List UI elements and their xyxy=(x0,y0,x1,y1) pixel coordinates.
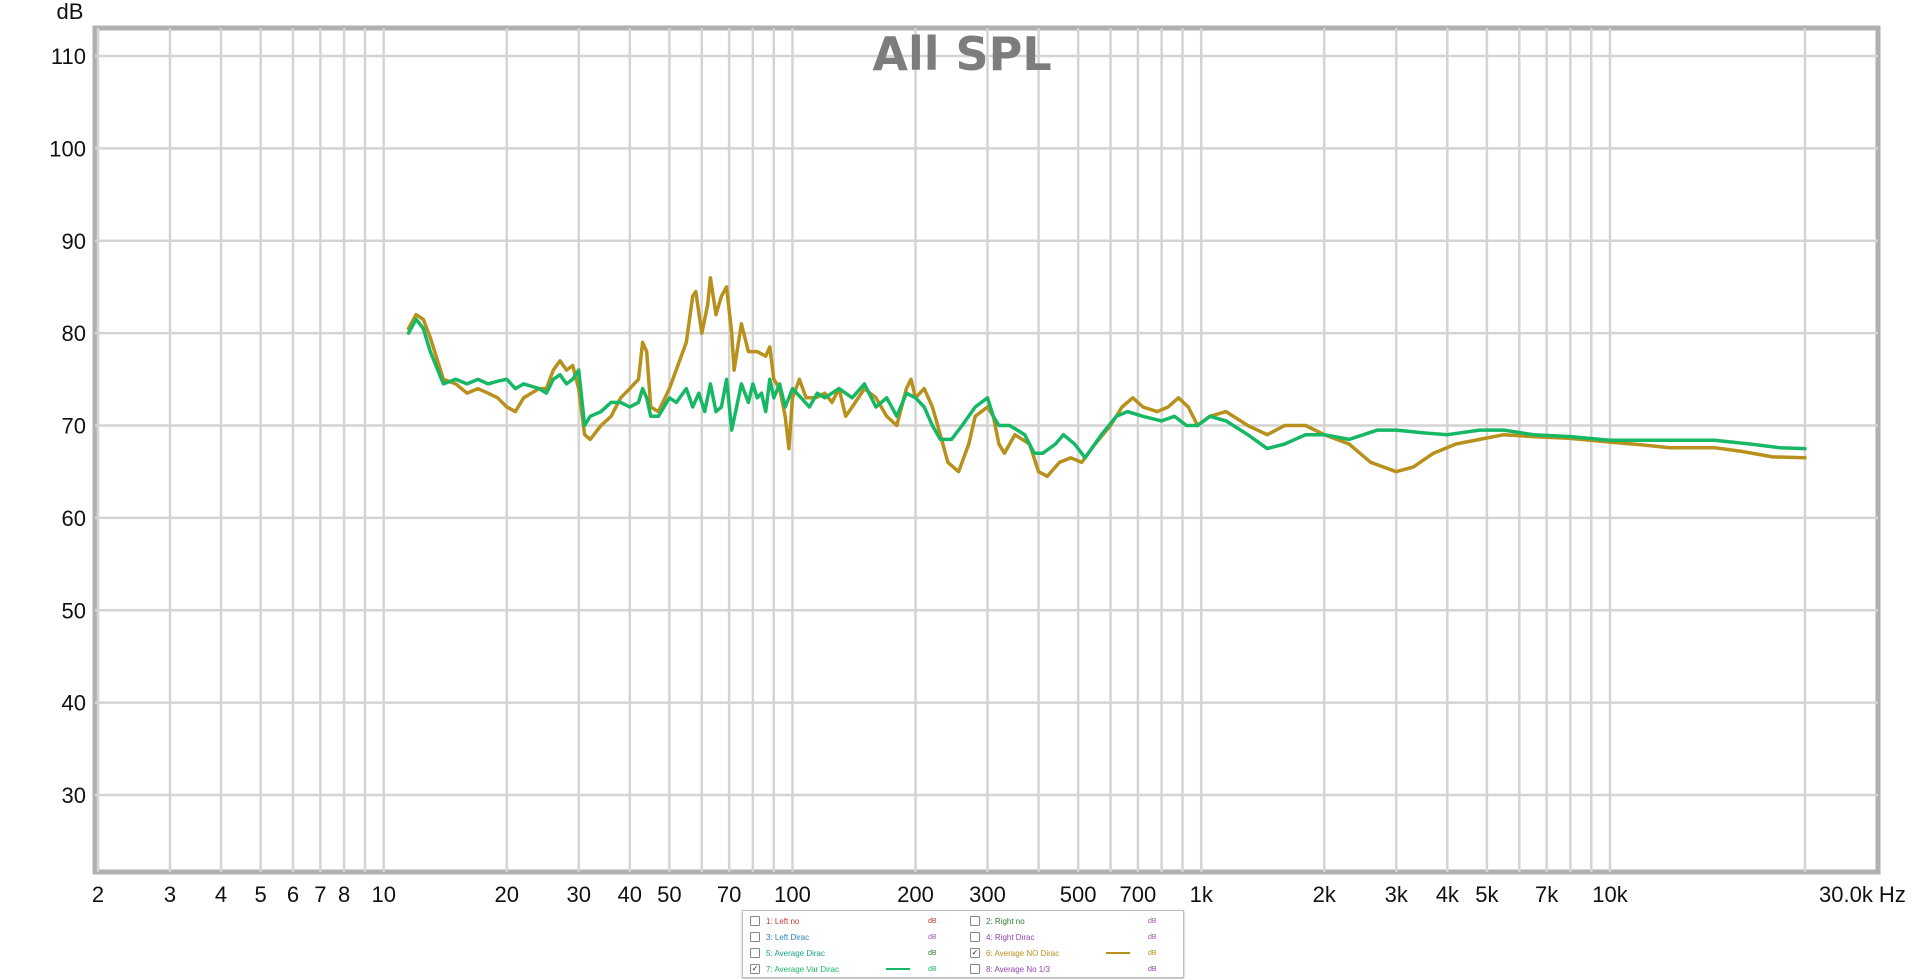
legend-checkbox[interactable] xyxy=(750,932,760,942)
legend-label: 3: Left Dirac xyxy=(766,932,810,942)
y-tick-label: 40 xyxy=(62,691,86,716)
x-tick-label: 10k xyxy=(1592,882,1628,907)
series-line-2 xyxy=(406,317,1807,460)
legend-item: 8: Average No 1/3 dB xyxy=(970,962,1157,976)
legend-unit: dB xyxy=(928,917,937,925)
legend-unit: dB xyxy=(928,965,937,973)
x-tick-label: 10 xyxy=(371,882,395,907)
legend-checkbox[interactable] xyxy=(970,932,980,942)
y-tick-label: 110 xyxy=(51,44,86,69)
legend-item: 4: Right Dirac dB xyxy=(970,930,1157,944)
x-tick-label: 70 xyxy=(717,882,741,907)
legend-checkbox[interactable] xyxy=(750,948,760,958)
legend-item: 2: Right no dB xyxy=(970,914,1157,928)
legend-swatch xyxy=(1106,952,1130,954)
y-tick-label: 70 xyxy=(62,414,86,439)
legend-label: 5: Average Dirac xyxy=(766,948,825,958)
y-tick-label: 80 xyxy=(62,321,86,346)
legend-item: 5: Average Dirac dB xyxy=(750,946,937,960)
legend-checkbox-checked[interactable]: ✓ xyxy=(970,948,980,958)
legend-unit: dB xyxy=(1148,949,1157,957)
legend-swatch xyxy=(886,920,910,922)
legend-swatch xyxy=(1106,968,1130,970)
x-tick-label: 100 xyxy=(774,882,811,907)
legend-label: 2: Right no xyxy=(986,916,1025,926)
y-tick-label: 30 xyxy=(62,783,86,808)
legend-unit: dB xyxy=(1148,965,1157,973)
y-tick-labels: 30 40 50 60 70 80 90 100 110 xyxy=(49,44,86,808)
x-tick-label: 4k xyxy=(1436,882,1460,907)
legend-unit: dB xyxy=(928,933,937,941)
chart-title: All SPL xyxy=(872,27,1051,81)
legend-checkbox-checked[interactable]: ✓ xyxy=(750,964,760,974)
x-tick-label: 3 xyxy=(164,882,176,907)
legend-panel: 1: Left no dB 2: Right no dB 3: Left Dirac dB… xyxy=(742,910,1184,978)
x-tick-label: 5k xyxy=(1475,882,1499,907)
x-tick-label: 500 xyxy=(1060,882,1097,907)
legend-swatch xyxy=(1106,936,1130,938)
legend-item: 1: Left no dB xyxy=(750,914,937,928)
x-tick-label: 8 xyxy=(338,882,350,907)
x-tick-label: 4 xyxy=(215,882,227,907)
legend-swatch xyxy=(886,936,910,938)
x-tick-label: 30.0k Hz xyxy=(1819,882,1906,907)
x-tick-label: 300 xyxy=(969,882,1006,907)
legend-unit: dB xyxy=(1148,933,1157,941)
series-line-1 xyxy=(406,275,1807,479)
legend-label: 1: Left no xyxy=(766,916,800,926)
legend-unit: dB xyxy=(1148,917,1157,925)
legend-swatch xyxy=(886,968,910,970)
y-tick-label: 50 xyxy=(62,598,86,623)
x-tick-label: 2 xyxy=(92,882,104,907)
legend-checkbox[interactable] xyxy=(750,916,760,926)
x-tick-label: 7k xyxy=(1535,882,1559,907)
legend-checkbox[interactable] xyxy=(970,916,980,926)
x-tick-label: 3k xyxy=(1385,882,1409,907)
x-tick-label: 5 xyxy=(255,882,267,907)
x-tick-label: 200 xyxy=(897,882,934,907)
x-tick-label: 20 xyxy=(495,882,519,907)
legend-unit: dB xyxy=(928,949,937,957)
x-tick-labels: 2 3 4 5 6 7 8 10 20 30 40 50 70 100 200 300 500 700 1k 2k 3k… xyxy=(92,882,1906,907)
legend-label: 8: Average No 1/3 xyxy=(986,964,1050,974)
x-tick-label: 6 xyxy=(287,882,299,907)
x-tick-label: 700 xyxy=(1120,882,1157,907)
x-tick-label: 7 xyxy=(314,882,326,907)
x-tick-label: 2k xyxy=(1313,882,1337,907)
legend-swatch xyxy=(886,952,910,954)
x-tick-label: 50 xyxy=(657,882,681,907)
series-layer xyxy=(406,275,1807,479)
x-tick-label: 1k xyxy=(1190,882,1214,907)
x-tick-label: 40 xyxy=(618,882,642,907)
legend-label: 4: Right Dirac xyxy=(986,932,1035,942)
x-tick-label: 30 xyxy=(566,882,590,907)
legend-item: ✓ 6: Average NO Dirac dB xyxy=(970,946,1157,960)
legend-item: 3: Left Dirac dB xyxy=(750,930,937,944)
legend-label: 7: Average Var Dirac xyxy=(766,964,840,974)
y-tick-label: 60 xyxy=(62,506,86,531)
y-tick-label: 100 xyxy=(49,136,86,161)
legend-item: ✓ 7: Average Var Dirac dB xyxy=(750,962,937,976)
y-axis-label: dB xyxy=(57,0,84,24)
legend-swatch xyxy=(1106,920,1130,922)
y-tick-label: 90 xyxy=(62,229,86,254)
legend-checkbox[interactable] xyxy=(970,964,980,974)
legend-label: 6: Average NO Dirac xyxy=(986,948,1060,958)
